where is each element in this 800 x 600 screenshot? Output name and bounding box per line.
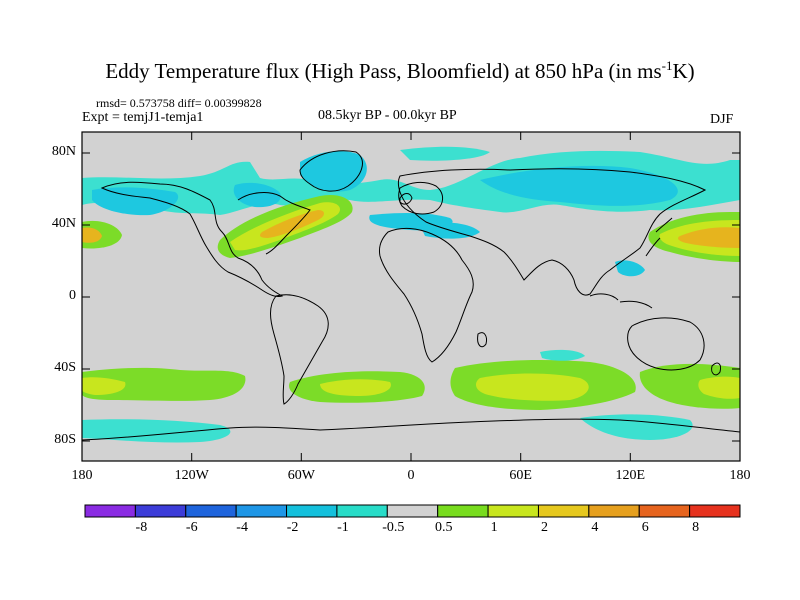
anomaly-region-hudson [233,182,281,208]
colorbar-label: -4 [236,520,248,535]
colorbar-label: -8 [135,520,148,535]
colorbar [84,504,741,518]
anomaly-region-north-atlantic-peak [260,210,324,238]
colorbar-label: 0.5 [434,520,453,535]
lat-ticks [82,152,740,442]
anomaly-region-antarctic-blue-2 [580,414,693,440]
anomaly-region-north-pacific-blue [92,187,179,216]
coastline-south-america [270,294,329,405]
season-label: DJF [710,112,734,127]
anomaly-region-southern-ocean-atlantic-core [320,379,391,396]
anomaly-region-arctic-north [400,146,490,161]
experiment-label: Expt = temjJ1-temja1 [82,110,204,125]
colorbar-swatch [185,504,237,518]
colorbar-label: -1 [337,520,349,535]
anomaly-region-pacific-east-core [82,227,102,243]
coastline-antarctica [82,418,740,441]
colorbar-label: -6 [185,520,198,535]
coastline-eurasia [398,168,707,296]
map-title: Eddy Temperature flux (High Pass, Bloomf… [105,58,695,83]
coastline-australia [627,317,705,371]
anomaly-region-southern-ocean-pacific-core [82,377,126,395]
anomaly-region-southern-indian-core [475,373,589,401]
colorbar-label: 4 [591,520,599,535]
coastline-madagascar [477,332,487,348]
anomaly-region-southern-ocean-pacific [82,367,246,401]
colorbar-label: 6 [641,520,649,535]
colorbar-swatch [689,504,741,518]
anomaly-region-antarctic-blue [82,419,231,443]
colorbar-label: -2 [286,520,299,535]
colorbar-swatch [235,504,288,518]
coastline-greenland [299,150,363,192]
anomaly-region-greenland [300,150,367,192]
anomaly-region-siberia [480,165,678,206]
colorbar-label: 2 [540,520,548,535]
lat-label-0: 0 [69,288,76,303]
lat-label-80n: 80N [51,144,76,159]
lat-label-40s: 40S [54,360,76,375]
colorbar-swatch [84,504,136,518]
anomaly-region-pacific-west-peak [678,227,740,248]
coastline-north-america [100,181,284,297]
period-label: 08.5kyr BP - 00.0kyr BP [318,108,457,123]
colorbar-swatch [437,504,489,518]
anomaly-region-japan-blue [615,260,645,277]
colorbar-swatch [537,504,590,518]
lon-label-180e: 180 [729,468,751,483]
lat-label-80s: 80S [54,432,76,447]
colorbar-swatch [588,504,640,518]
colorbar-swatch [386,504,439,518]
coastline-japan [645,217,673,257]
colorbar-swatch [487,504,539,518]
colorbar-label: -0.5 [382,520,405,535]
lon-ticks [81,132,741,461]
lat-label-40n: 40N [51,216,76,231]
colorbar-swatch [336,504,388,518]
stats-text: rmsd= 0.573758 diff= 0.00399828 [96,96,262,110]
colorbar-swatch [638,504,691,518]
lon-label-60w: 60W [287,468,315,483]
colorbar-swatch [134,504,187,518]
lon-label-120w: 120W [174,468,209,483]
coastline-new-zealand [711,362,721,376]
anomaly-region-australia-core [698,376,740,399]
colorbar-label: 1 [490,520,498,535]
colorbar-label: 8 [692,520,700,535]
lon-label-60e: 60E [509,468,532,483]
coastline-indonesia [589,293,653,309]
lon-label-180w: 180 [71,468,93,483]
lon-label-0: 0 [407,468,415,483]
lon-label-120e: 120E [615,468,646,483]
coastline-africa [379,227,474,363]
coastlines [82,150,740,441]
anomaly-region-south-pacific-blue [540,349,585,361]
coastline-uk [399,193,413,205]
coastline-north-america-east [237,192,311,255]
colorbar-swatch [286,504,338,518]
